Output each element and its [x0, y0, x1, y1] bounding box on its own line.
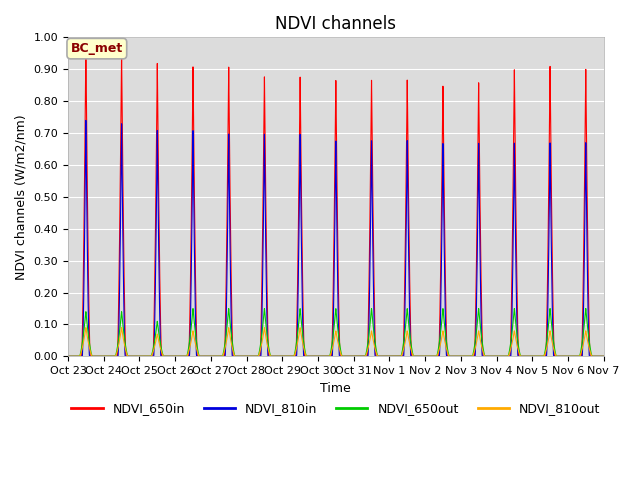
NDVI_650in — [593, 353, 600, 359]
Line: NDVI_650out: NDVI_650out — [68, 309, 604, 356]
NDVI_650out — [545, 324, 552, 330]
NDVI_650in — [64, 353, 72, 359]
NDVI_810out — [598, 353, 606, 359]
NDVI_810in — [598, 353, 606, 359]
NDVI_810in — [305, 353, 313, 359]
NDVI_650in — [305, 353, 313, 359]
NDVI_810out — [530, 353, 538, 359]
NDVI_810out — [545, 337, 552, 343]
Y-axis label: NDVI channels (W/m2/nm): NDVI channels (W/m2/nm) — [15, 114, 28, 280]
NDVI_810out — [82, 325, 90, 331]
NDVI_650out — [529, 353, 537, 359]
NDVI_810out — [593, 353, 600, 359]
NDVI_810out — [305, 353, 313, 359]
NDVI_810in — [545, 274, 552, 279]
NDVI_650in — [545, 219, 552, 225]
NDVI_650in — [600, 353, 607, 359]
NDVI_650out — [593, 353, 600, 359]
NDVI_650out — [406, 331, 413, 337]
NDVI_810out — [600, 353, 607, 359]
NDVI_810in — [82, 118, 90, 123]
NDVI_810in — [406, 324, 413, 330]
Line: NDVI_810out: NDVI_810out — [68, 328, 604, 356]
NDVI_650out — [305, 353, 313, 359]
NDVI_650out — [64, 353, 72, 359]
NDVI_650out — [598, 353, 606, 359]
NDVI_650out — [582, 306, 589, 312]
NDVI_810out — [406, 342, 413, 348]
NDVI_650in — [406, 287, 413, 293]
Title: NDVI channels: NDVI channels — [275, 15, 396, 33]
NDVI_810in — [530, 353, 538, 359]
Line: NDVI_650in: NDVI_650in — [68, 47, 604, 356]
NDVI_650in — [82, 44, 90, 50]
NDVI_650in — [530, 353, 538, 359]
Text: BC_met: BC_met — [70, 42, 123, 55]
NDVI_810in — [593, 353, 600, 359]
Line: NDVI_810in: NDVI_810in — [68, 120, 604, 356]
NDVI_810out — [64, 353, 72, 359]
NDVI_810in — [600, 353, 607, 359]
NDVI_650out — [600, 353, 607, 359]
X-axis label: Time: Time — [321, 382, 351, 395]
Legend: NDVI_650in, NDVI_810in, NDVI_650out, NDVI_810out: NDVI_650in, NDVI_810in, NDVI_650out, NDV… — [67, 397, 605, 420]
NDVI_810in — [64, 353, 72, 359]
NDVI_650in — [598, 353, 606, 359]
